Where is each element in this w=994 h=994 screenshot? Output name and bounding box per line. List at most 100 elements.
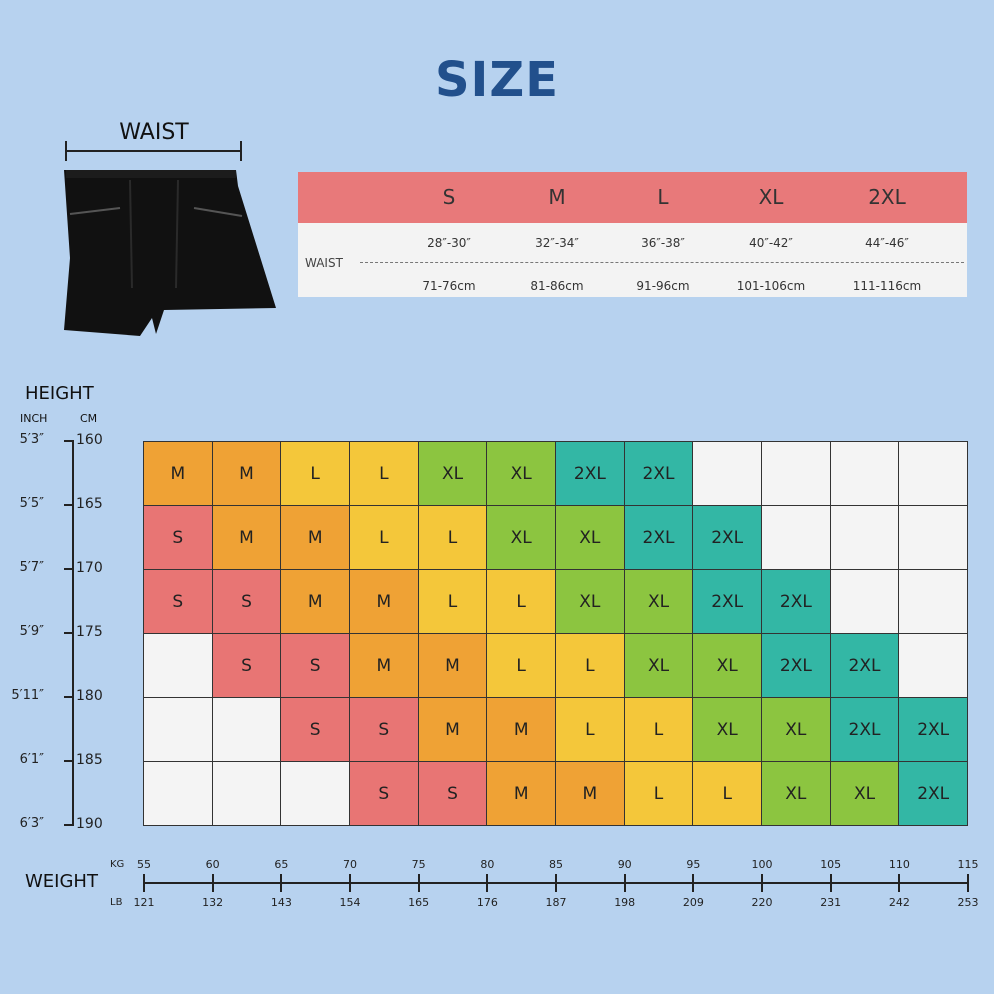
weight-tick-mark bbox=[280, 874, 283, 892]
waist-inch-2xl: 44″-46″ bbox=[865, 236, 909, 250]
height-tick-inch-label: 6′3″ bbox=[19, 816, 44, 831]
size-cell-r4-c11: 2XL bbox=[898, 697, 969, 762]
size-cell-r1-c9 bbox=[761, 505, 831, 570]
size-cell-r2-c0: S bbox=[143, 569, 213, 634]
size-cell-r3-c9: 2XL bbox=[761, 633, 831, 698]
size-cell-r2-c8: 2XL bbox=[692, 569, 763, 634]
weight-tick-mark bbox=[967, 874, 970, 892]
size-cell-r0-c2: L bbox=[280, 441, 350, 506]
size-cell-r0-c11 bbox=[898, 441, 969, 506]
size-cell-r0-c6: 2XL bbox=[555, 441, 625, 506]
height-tick-cm-label: 180 bbox=[76, 688, 103, 704]
size-cell-r1-c4: L bbox=[417, 505, 488, 570]
height-tick-mark bbox=[64, 824, 74, 826]
size-cell-r0-c1: M bbox=[211, 441, 282, 506]
size-cell-r3-c4: M bbox=[417, 633, 488, 698]
size-cell-r3-c10: 2XL bbox=[829, 633, 900, 698]
size-cell-r2-c9: 2XL bbox=[761, 569, 831, 634]
height-axis-title: HEIGHT bbox=[25, 383, 94, 404]
waist-inch-s: 28″-30″ bbox=[427, 236, 471, 250]
weight-tick-lb-label: 165 bbox=[408, 896, 430, 909]
weight-tick-kg-label: 90 bbox=[617, 858, 632, 871]
size-cell-r0-c8 bbox=[692, 441, 763, 506]
height-tick-mark bbox=[64, 760, 74, 762]
size-cell-r0-c9 bbox=[761, 441, 831, 506]
size-cell-r3-c1: S bbox=[211, 633, 282, 698]
size-cell-r5-c10: XL bbox=[829, 761, 900, 826]
size-cell-r4-c1 bbox=[211, 697, 282, 762]
size-cell-r4-c2: S bbox=[280, 697, 350, 762]
size-cell-r2-c5: L bbox=[486, 569, 556, 634]
weight-tick-lb-label: 209 bbox=[682, 896, 704, 909]
size-cell-r5-c9: XL bbox=[761, 761, 831, 826]
size-cell-r1-c3: L bbox=[349, 505, 419, 570]
size-cell-r2-c6: XL bbox=[555, 569, 625, 634]
weight-tick-mark bbox=[417, 874, 420, 892]
weight-tick-lb-label: 231 bbox=[820, 896, 842, 909]
weight-tick-kg-label: 55 bbox=[137, 858, 151, 871]
weight-tick-mark bbox=[623, 874, 626, 892]
size-cell-r0-c10 bbox=[829, 441, 900, 506]
waist-inch-xl: 40″-42″ bbox=[749, 236, 793, 250]
waist-inch-m: 32″-34″ bbox=[535, 236, 579, 250]
size-header-s: S bbox=[442, 185, 456, 209]
waist-inch-l: 36″-38″ bbox=[641, 236, 685, 250]
weight-axis-line bbox=[143, 882, 967, 884]
waist-measure-tick-right bbox=[240, 141, 242, 161]
size-cell-r4-c9: XL bbox=[761, 697, 831, 762]
waist-size-table: S M L XL 2XL WAIST 28″-30″ 32″-34″ 36″-3… bbox=[298, 172, 967, 297]
size-header-m: M bbox=[548, 185, 566, 209]
waist-measure-tick-left bbox=[65, 141, 67, 161]
weight-tick-mark bbox=[143, 874, 145, 892]
height-tick-cm-label: 175 bbox=[76, 624, 103, 640]
weight-tick-kg-label: 85 bbox=[549, 858, 564, 871]
size-cell-r1-c7: 2XL bbox=[623, 505, 694, 570]
weight-tick-mark bbox=[211, 874, 214, 892]
waist-cm-l: 91-96cm bbox=[636, 279, 690, 293]
weight-axis-title: WEIGHT bbox=[25, 871, 98, 892]
weight-tick-kg-label: 70 bbox=[343, 858, 357, 871]
size-cell-r2-c7: XL bbox=[623, 569, 694, 634]
size-cell-r3-c3: M bbox=[349, 633, 419, 698]
size-header-l: L bbox=[657, 185, 669, 209]
height-tick-inch-label: 5′3″ bbox=[19, 432, 44, 447]
size-cell-r2-c4: L bbox=[417, 569, 488, 634]
height-tick-inch-label: 6′1″ bbox=[19, 752, 44, 767]
size-cell-r2-c11 bbox=[898, 569, 969, 634]
size-cell-r5-c8: L bbox=[692, 761, 763, 826]
size-cell-r4-c0 bbox=[143, 697, 213, 762]
height-tick-mark bbox=[64, 696, 74, 698]
height-tick-mark bbox=[64, 440, 74, 442]
weight-tick-mark bbox=[486, 874, 489, 892]
size-cell-r1-c8: 2XL bbox=[692, 505, 763, 570]
weight-tick-mark bbox=[761, 874, 764, 892]
size-cell-r5-c11: 2XL bbox=[898, 761, 969, 826]
height-tick-cm-label: 165 bbox=[76, 496, 103, 512]
height-tick-mark bbox=[64, 504, 74, 506]
weight-tick-kg-label: 105 bbox=[820, 858, 842, 871]
weight-tick-lb-label: 132 bbox=[202, 896, 224, 909]
weight-tick-kg-label: 95 bbox=[686, 858, 701, 871]
waist-row-label: WAIST bbox=[305, 256, 343, 270]
cm-unit-label: CM bbox=[80, 412, 98, 425]
kg-unit-label: KG bbox=[110, 859, 125, 870]
size-cell-r5-c6: M bbox=[555, 761, 625, 826]
weight-tick-kg-label: 110 bbox=[888, 858, 910, 871]
size-cell-r1-c11 bbox=[898, 505, 969, 570]
size-cell-r2-c3: M bbox=[349, 569, 419, 634]
size-cell-r1-c5: XL bbox=[486, 505, 556, 570]
size-cell-r4-c8: XL bbox=[692, 697, 763, 762]
size-header-xl: XL bbox=[758, 185, 784, 209]
weight-tick-kg-label: 100 bbox=[751, 858, 773, 871]
size-cell-r3-c5: L bbox=[486, 633, 556, 698]
height-tick-cm-label: 185 bbox=[76, 752, 103, 768]
height-tick-cm-label: 190 bbox=[76, 816, 103, 832]
dashed-divider bbox=[360, 262, 964, 263]
weight-tick-lb-label: 121 bbox=[133, 896, 155, 909]
height-tick-inch-label: 5′9″ bbox=[19, 624, 44, 639]
size-cell-r5-c1 bbox=[211, 761, 282, 826]
height-tick-mark bbox=[64, 568, 74, 570]
size-cell-r5-c5: M bbox=[486, 761, 556, 826]
size-cell-r4-c4: M bbox=[417, 697, 488, 762]
size-cell-r0-c0: M bbox=[143, 441, 213, 506]
